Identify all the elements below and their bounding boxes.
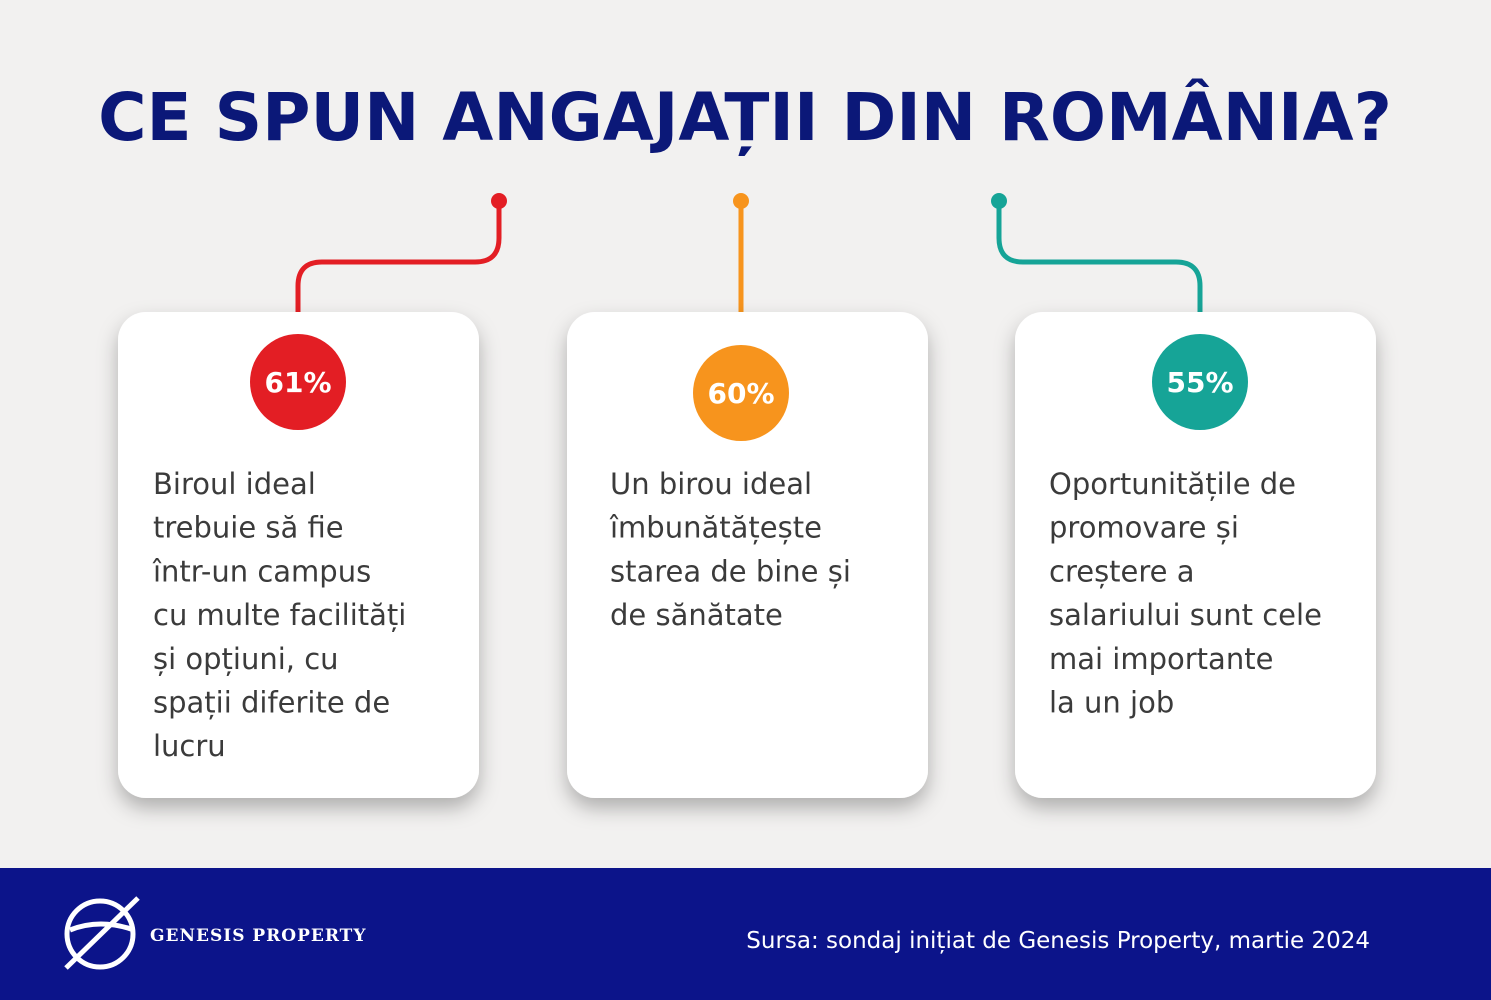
card-text-line: starea de bine și — [610, 554, 851, 588]
card-text-line: într-un campus — [152, 554, 371, 588]
card-text-line: trebuie să fie — [153, 511, 344, 545]
card-text-line: Biroul ideal — [153, 467, 316, 501]
cards — [118, 312, 1376, 798]
card-text-line: îmbunătățește — [609, 511, 822, 545]
card-text-line: spații diferite de — [153, 686, 390, 720]
card-text-line: promovare și — [1049, 511, 1239, 545]
card — [567, 312, 928, 798]
percent-badge — [250, 334, 346, 430]
card-text-line: și opțiuni, cu — [153, 642, 339, 676]
footer — [0, 868, 1491, 1000]
card-text-line: salariului sunt cele — [1049, 598, 1322, 632]
card-text-line: lucru — [153, 729, 226, 763]
card-text-line: Oportunitățile de — [1049, 467, 1296, 501]
card-text-line: de sănătate — [610, 598, 783, 632]
source: Sursa: sondaj inițiat de Genesis Propert… — [746, 928, 1370, 954]
percent: 61% — [264, 366, 331, 399]
percent: 60% — [707, 377, 774, 410]
card-text-line: mai importante — [1049, 642, 1273, 676]
percent-badge — [693, 345, 789, 441]
title: CE SPUN ANGAJAȚII DIN ROMÂNIA? — [98, 78, 1392, 156]
card-texts: Biroul ideal trebuie să fie într-un campus… — [152, 467, 1322, 763]
card-text-line: cu multe facilități — [153, 598, 406, 632]
logo — [64, 896, 140, 970]
card — [1015, 312, 1376, 798]
card-text-line: Un birou ideal — [610, 467, 812, 501]
percent-badge — [1152, 334, 1248, 430]
percent: 55% — [1166, 366, 1233, 399]
brand: GENESIS PROPERTY — [150, 926, 366, 946]
card — [118, 312, 479, 798]
connectors — [295, 193, 1203, 350]
card-text-line: creștere a — [1049, 554, 1195, 588]
card-text-line: la un job — [1049, 686, 1174, 720]
